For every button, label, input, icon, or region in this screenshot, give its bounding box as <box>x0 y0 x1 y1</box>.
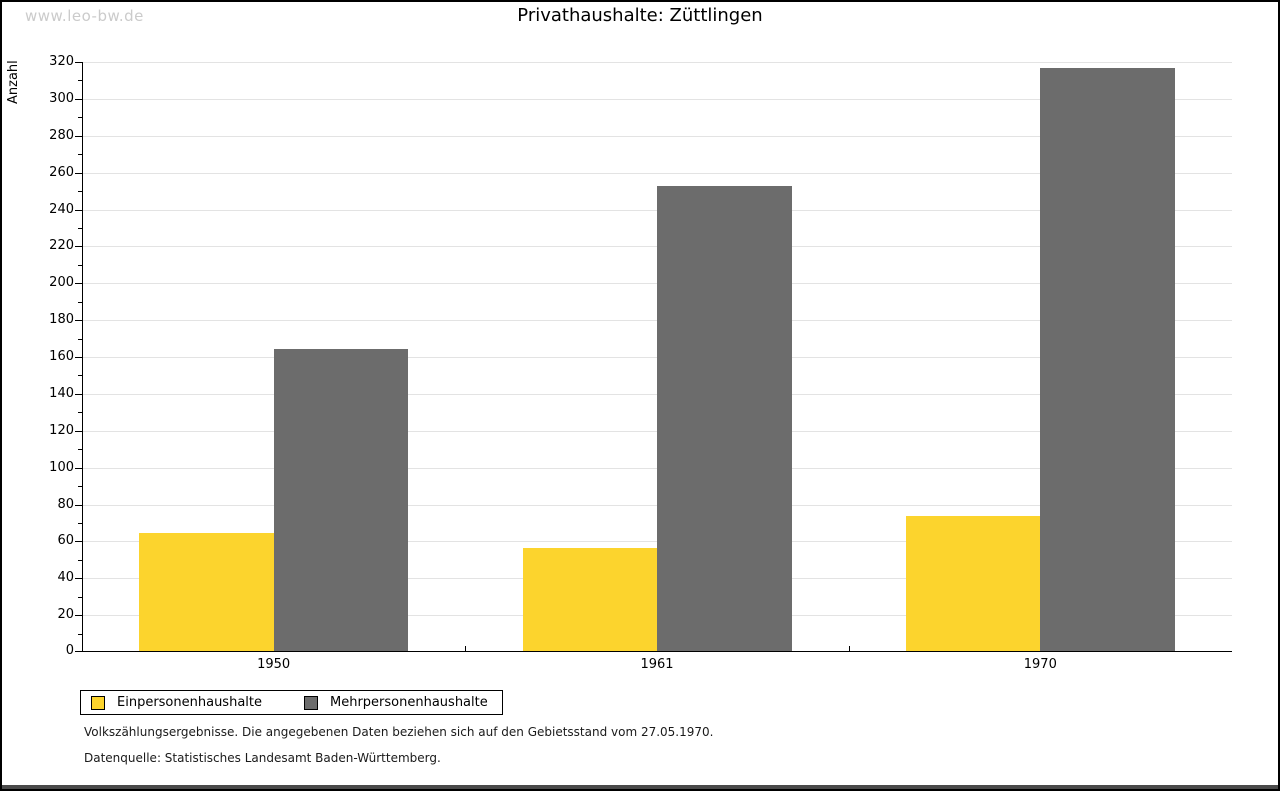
y-tick-label: 40 <box>57 570 74 586</box>
grid-line <box>83 98 1232 100</box>
y-axis-minor-tick <box>78 449 82 451</box>
y-axis-minor-tick <box>78 559 82 561</box>
legend-item: Einpersonenhaushalte <box>91 695 262 710</box>
x-axis-category-tick <box>849 646 850 651</box>
y-axis-major-tick <box>75 430 82 432</box>
y-axis-minor-tick <box>78 338 82 340</box>
y-axis-major-tick <box>75 135 82 137</box>
y-axis-minor-tick <box>78 486 82 488</box>
y-axis-minor-tick <box>78 596 82 598</box>
y-tick-label: 260 <box>49 164 74 180</box>
y-axis-major-tick <box>75 62 82 63</box>
y-axis-minor-tick <box>78 154 82 156</box>
y-axis-major-tick <box>75 320 82 322</box>
y-axis-minor-tick <box>78 633 82 635</box>
y-axis-minor-tick <box>78 522 82 524</box>
y-axis-major-tick <box>75 246 82 248</box>
bottom-border <box>2 785 1278 789</box>
legend-swatch <box>91 695 105 710</box>
x-tick-label: 1970 <box>1023 657 1057 672</box>
legend-label: Mehrpersonenhaushalte <box>330 695 488 710</box>
y-axis-minor-tick <box>78 412 82 414</box>
y-axis-major-tick <box>75 283 82 285</box>
y-axis-major-tick <box>75 615 82 617</box>
y-axis-minor-tick <box>78 301 82 303</box>
y-axis-major-tick <box>75 541 82 543</box>
y-tick-label: 240 <box>49 201 74 217</box>
y-axis-minor-tick <box>78 375 82 377</box>
y-tick-label: 80 <box>57 496 74 512</box>
x-tick-label: 1961 <box>640 657 674 672</box>
legend-label: Einpersonenhaushalte <box>117 695 262 710</box>
y-tick-label: 320 <box>49 54 74 69</box>
footnote: Volkszählungsergebnisse. Die angegebenen… <box>84 725 714 739</box>
grid-line <box>83 172 1232 174</box>
bar-einpersonenhaushalte <box>905 516 1041 651</box>
legend: Einpersonenhaushalte Mehrpersonenhaushalt… <box>80 690 503 715</box>
y-tick-label: 220 <box>49 238 74 254</box>
y-axis-major-tick <box>75 578 82 580</box>
bar-mehrpersonenhaushalte <box>273 349 409 651</box>
legend-swatch <box>304 695 318 710</box>
y-axis-minor-tick <box>78 117 82 119</box>
bar-einpersonenhaushalte <box>139 533 274 651</box>
bar-einpersonenhaushalte <box>522 548 657 651</box>
grid-line <box>83 135 1232 137</box>
y-axis-minor-tick <box>78 264 82 266</box>
y-tick-label: 120 <box>49 422 74 438</box>
y-tick-label: 140 <box>49 385 74 401</box>
y-tick-label: 60 <box>57 533 74 549</box>
watermark: www.leo-bw.de <box>25 7 144 25</box>
x-axis-category-tick <box>465 646 466 651</box>
chart-title: Privathaushalte: Züttlingen <box>517 5 763 26</box>
y-tick-label: 200 <box>49 275 74 291</box>
y-tick-label: 160 <box>49 349 74 364</box>
y-tick-label: 100 <box>49 459 74 475</box>
y-tick-label: 300 <box>49 90 74 106</box>
y-tick-label: 280 <box>49 127 74 143</box>
data-source: Datenquelle: Statistisches Landesamt Bad… <box>84 751 441 765</box>
y-tick-label: 20 <box>57 607 74 623</box>
y-axis-major-tick <box>75 467 82 469</box>
y-axis-major-tick <box>75 504 82 506</box>
y-axis-minor-tick <box>78 227 82 229</box>
y-axis-major-tick <box>75 357 82 358</box>
y-axis-minor-tick <box>78 80 82 82</box>
y-axis-major-tick <box>75 651 82 652</box>
y-axis-minor-tick <box>78 191 82 193</box>
legend-item: Mehrpersonenhaushalte <box>304 695 488 710</box>
footer: Volkszählungsergebnisse. Die angegebenen… <box>84 725 713 777</box>
y-axis-major-tick <box>75 172 82 174</box>
y-axis-line <box>82 62 83 652</box>
bar-mehrpersonenhaushalte <box>657 186 792 651</box>
x-axis-line <box>82 651 1232 652</box>
y-axis-major-tick <box>75 98 82 100</box>
plot-area: 0 20 40 60 80 100 120 140 160 180 200 220 240 260 280 3… <box>49 54 1232 672</box>
y-tick-label: 0 <box>65 643 74 658</box>
bar-mehrpersonenhaushalte <box>1040 68 1175 651</box>
y-axis-label: Anzahl <box>6 60 21 104</box>
y-tick-label: 180 <box>49 312 74 328</box>
y-axis-major-tick <box>75 209 82 211</box>
x-tick-label: 1950 <box>257 657 291 672</box>
grid-line <box>83 62 1232 63</box>
y-axis-major-tick <box>75 393 82 395</box>
